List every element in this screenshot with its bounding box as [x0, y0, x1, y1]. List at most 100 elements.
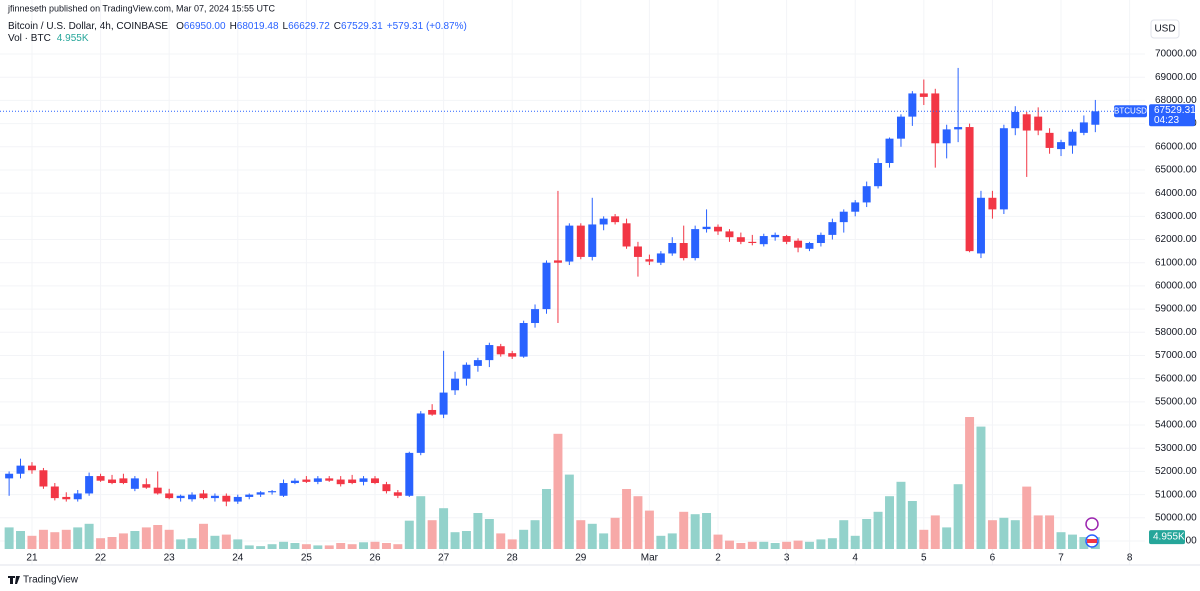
volume-bar: [724, 540, 734, 549]
candle-body: [359, 478, 368, 482]
currency-box[interactable]: [1150, 19, 1180, 39]
volume-bar: [862, 519, 872, 549]
x-tick-label: 6: [990, 553, 996, 564]
candle-body: [576, 225, 585, 257]
candle-body: [416, 413, 425, 453]
volume-bar: [118, 533, 128, 549]
ohlc-value: 67529.31: [341, 21, 383, 32]
x-tick-label: 8: [1127, 553, 1133, 564]
volume-bar: [324, 545, 334, 549]
candle-body: [1022, 114, 1031, 131]
volume-bar: [770, 543, 780, 549]
x-tick-label: 28: [507, 553, 519, 564]
volume-bar: [301, 544, 311, 549]
volume-label: Vol · BTC: [8, 33, 51, 44]
volume-bar: [1022, 486, 1032, 549]
volume-pane: [4, 417, 1100, 549]
y-tick-label: 60000.00: [1155, 281, 1197, 292]
volume-bar: [873, 511, 883, 549]
x-tick-label: 23: [164, 553, 176, 564]
volume-bar: [679, 511, 689, 549]
volume-bar: [176, 539, 186, 549]
volume-bar: [370, 541, 380, 549]
candle-body: [931, 93, 940, 144]
candle-body: [382, 484, 391, 492]
volume-bar: [84, 523, 94, 549]
volume-bar: [599, 533, 609, 549]
volume-bar: [267, 544, 277, 549]
volume-bar: [496, 533, 506, 549]
candle-body: [268, 491, 277, 493]
volume-legend: Vol · BTC 4.955K: [8, 33, 89, 44]
candle-body: [679, 243, 688, 259]
candle-body: [336, 479, 345, 485]
candle-body: [988, 197, 997, 210]
volume-bar: [393, 544, 403, 549]
x-tick-label: 3: [784, 553, 790, 564]
candle-body: [451, 378, 460, 391]
candle-body: [542, 262, 551, 310]
volume-bar: [4, 527, 14, 549]
volume-bar: [256, 546, 266, 549]
currency[interactable]: USD: [1154, 24, 1175, 35]
ohlc-value: 68019.48: [237, 21, 279, 32]
candle-body: [119, 478, 128, 484]
x-tick-label: 7: [1058, 553, 1064, 564]
candle-body: [50, 486, 59, 499]
volume-bar: [690, 514, 700, 549]
candle-body: [691, 229, 700, 259]
volume-bar: [1045, 515, 1055, 549]
volume-value: 4.955K: [57, 33, 89, 44]
brand: TradingView: [23, 575, 79, 586]
x-tick-label: Mar: [641, 553, 659, 564]
volume-bar: [404, 520, 414, 549]
volume-bar: [16, 531, 25, 549]
candle-body: [222, 495, 231, 502]
candle-body: [473, 360, 482, 366]
y-tick-label: 54000.00: [1155, 420, 1197, 431]
candle-body: [325, 478, 334, 481]
volume-bar: [473, 513, 483, 549]
volume-bar: [747, 541, 757, 549]
candle-body: [290, 480, 299, 484]
candle-body: [976, 197, 985, 254]
flag-icon: [1087, 539, 1097, 543]
volume-bar: [507, 539, 517, 549]
event-icon[interactable]: [1085, 517, 1099, 531]
volume-bar: [130, 531, 140, 549]
y-tick-label: 64000.00: [1155, 188, 1197, 199]
volume-bar: [153, 525, 163, 549]
volume-bar: [279, 541, 289, 549]
candle-body: [748, 241, 757, 244]
candle-body: [176, 495, 185, 499]
volume-bar: [930, 515, 940, 549]
volume-bar: [484, 519, 494, 549]
volume-bar: [27, 535, 37, 549]
volume-box: [1149, 530, 1185, 545]
candle-body: [188, 494, 197, 500]
volume-bar: [1056, 532, 1066, 549]
candle-body: [233, 496, 242, 502]
volume-bar: [461, 531, 471, 549]
volume-bar: [587, 523, 597, 549]
brand-logo: [8, 576, 20, 584]
volume-bar: [564, 474, 574, 549]
x-tick-label: 4: [852, 553, 858, 564]
volume-bar: [885, 496, 895, 549]
candle-body: [462, 364, 471, 379]
candle-body: [508, 353, 517, 357]
volume-bar: [976, 426, 986, 549]
ticker-box: [1114, 105, 1147, 118]
candle-body: [565, 225, 574, 262]
candle-body: [85, 476, 94, 494]
candle-body: [496, 346, 505, 355]
volume-bar: [793, 540, 803, 549]
candle-body: [1057, 142, 1066, 150]
candle-body: [885, 138, 894, 164]
volume-bar: [987, 520, 997, 549]
ohlc-key: H: [230, 21, 237, 32]
volume-bar: [1079, 537, 1089, 549]
axes: 49000.0050000.0051000.0052000.0053000.00…: [26, 49, 1197, 564]
